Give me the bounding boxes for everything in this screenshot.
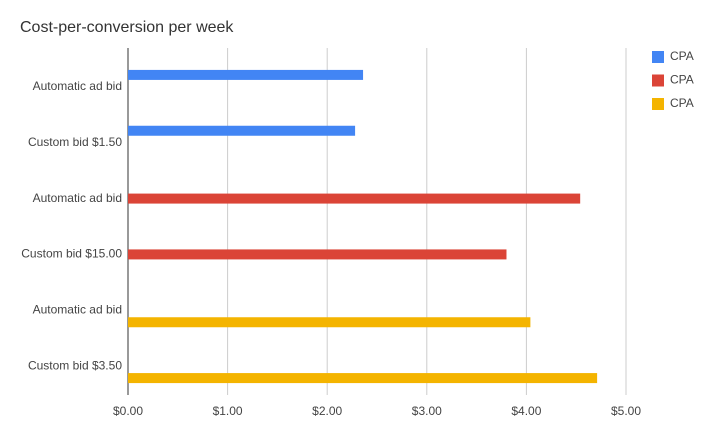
legend-label: CPA bbox=[670, 73, 694, 87]
y-tick-label: Custom bid $3.50 bbox=[28, 358, 122, 372]
y-tick-label: Custom bid $15.00 bbox=[21, 247, 122, 261]
y-tick-label: Automatic ad bid bbox=[33, 191, 122, 205]
bar bbox=[128, 193, 581, 204]
x-tick-label: $5.00 bbox=[611, 404, 641, 418]
legend-swatch bbox=[652, 98, 664, 110]
y-tick-label: Automatic ad bid bbox=[33, 302, 122, 316]
x-tick-label: $2.00 bbox=[312, 404, 342, 418]
bar bbox=[128, 69, 364, 80]
legend-swatch bbox=[652, 51, 664, 63]
chart-title: Cost-per-conversion per week bbox=[20, 19, 234, 36]
x-tick-label: $1.00 bbox=[213, 404, 243, 418]
legend-label: CPA bbox=[670, 96, 694, 110]
x-tick-label: $0.00 bbox=[113, 404, 143, 418]
x-tick-label: $3.00 bbox=[412, 404, 442, 418]
bar bbox=[128, 373, 598, 384]
legend-swatch bbox=[652, 74, 664, 87]
bar bbox=[128, 317, 531, 328]
y-tick-label: Custom bid $1.50 bbox=[28, 135, 122, 149]
y-tick-label: Automatic ad bid bbox=[33, 79, 122, 93]
bar bbox=[128, 249, 507, 260]
bar bbox=[128, 125, 356, 136]
x-tick-label: $4.00 bbox=[511, 404, 541, 418]
legend-label: CPA bbox=[670, 49, 694, 63]
